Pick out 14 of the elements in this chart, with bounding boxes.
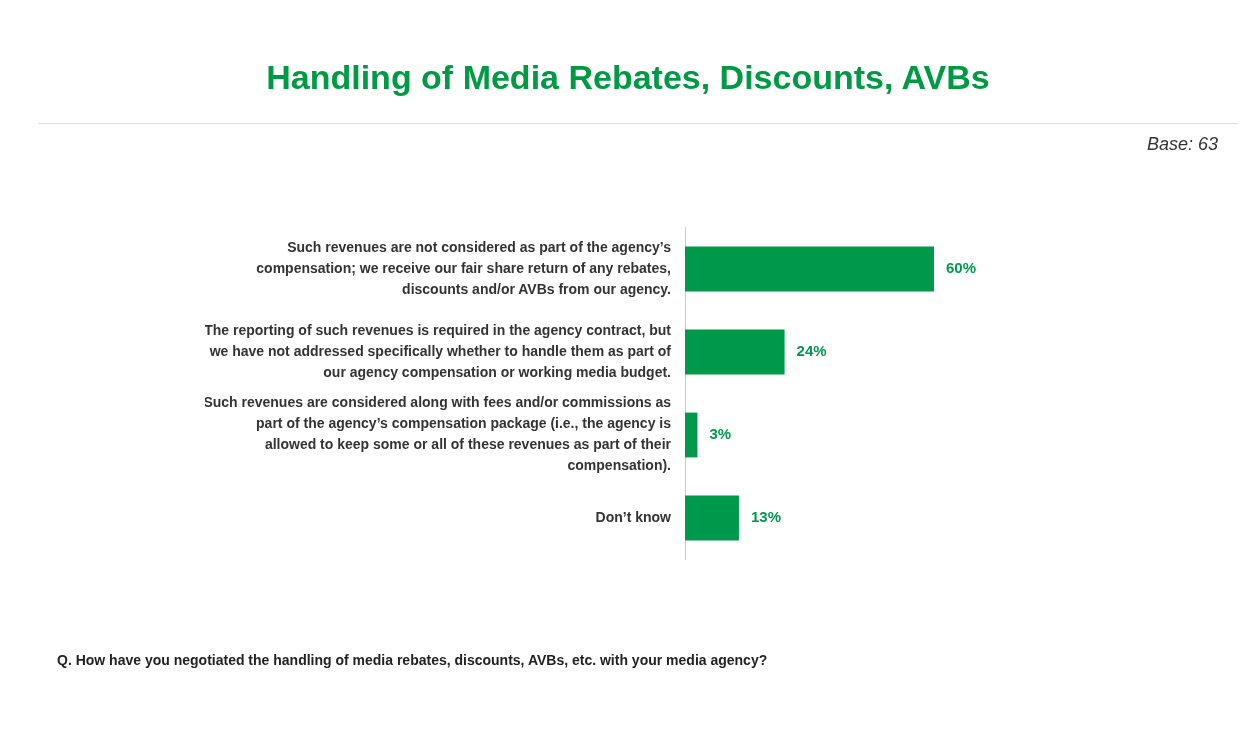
- data-label: 24%: [796, 342, 827, 360]
- data-label: 60%: [946, 259, 977, 277]
- data-label: 13%: [750, 508, 781, 526]
- text: Base: 63: [1146, 134, 1218, 155]
- bar: [685, 495, 739, 541]
- text: Q. How have you negotiated the handling of media rebates, discounts, AVBs, etc. with your media agency?: [57, 652, 768, 668]
- data-label: 3%: [709, 425, 732, 443]
- bar: [685, 246, 934, 292]
- y-tick-label: The reporting of such revenues is required in the agency contract, but we have not addressed specifically whether to handle them as part of our agency compensation or working media budget.: [204, 321, 672, 380]
- bar: [685, 412, 698, 458]
- bar: [685, 329, 785, 375]
- y-tick-label: Don’t know: [595, 508, 672, 525]
- chart-title: Handling of Media Rebates, Discounts, AVBs: [265, 58, 991, 97]
- y-tick-label: Such revenues are not considered as part of the agency’s compensation; we receive our fair share return of any rebates, discounts and/or AVBs from our agency.: [256, 238, 672, 297]
